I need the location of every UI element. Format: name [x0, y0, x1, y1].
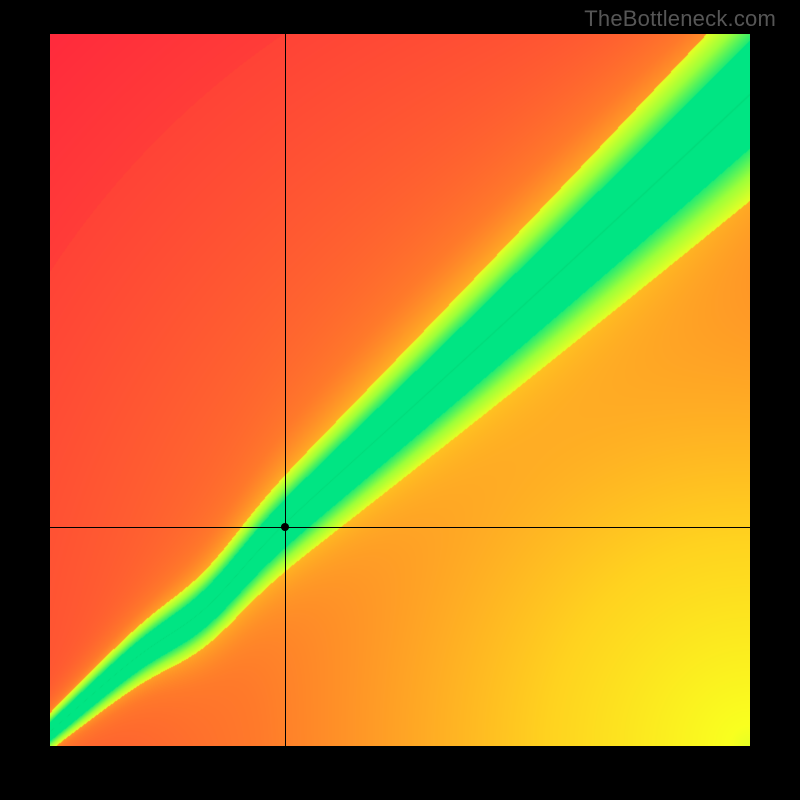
bottleneck-heatmap: [50, 34, 750, 746]
crosshair-marker: [281, 523, 289, 531]
crosshair-horizontal: [50, 527, 750, 528]
heatmap-canvas: [50, 34, 750, 746]
watermark-text: TheBottleneck.com: [584, 6, 776, 32]
crosshair-vertical: [285, 34, 286, 746]
